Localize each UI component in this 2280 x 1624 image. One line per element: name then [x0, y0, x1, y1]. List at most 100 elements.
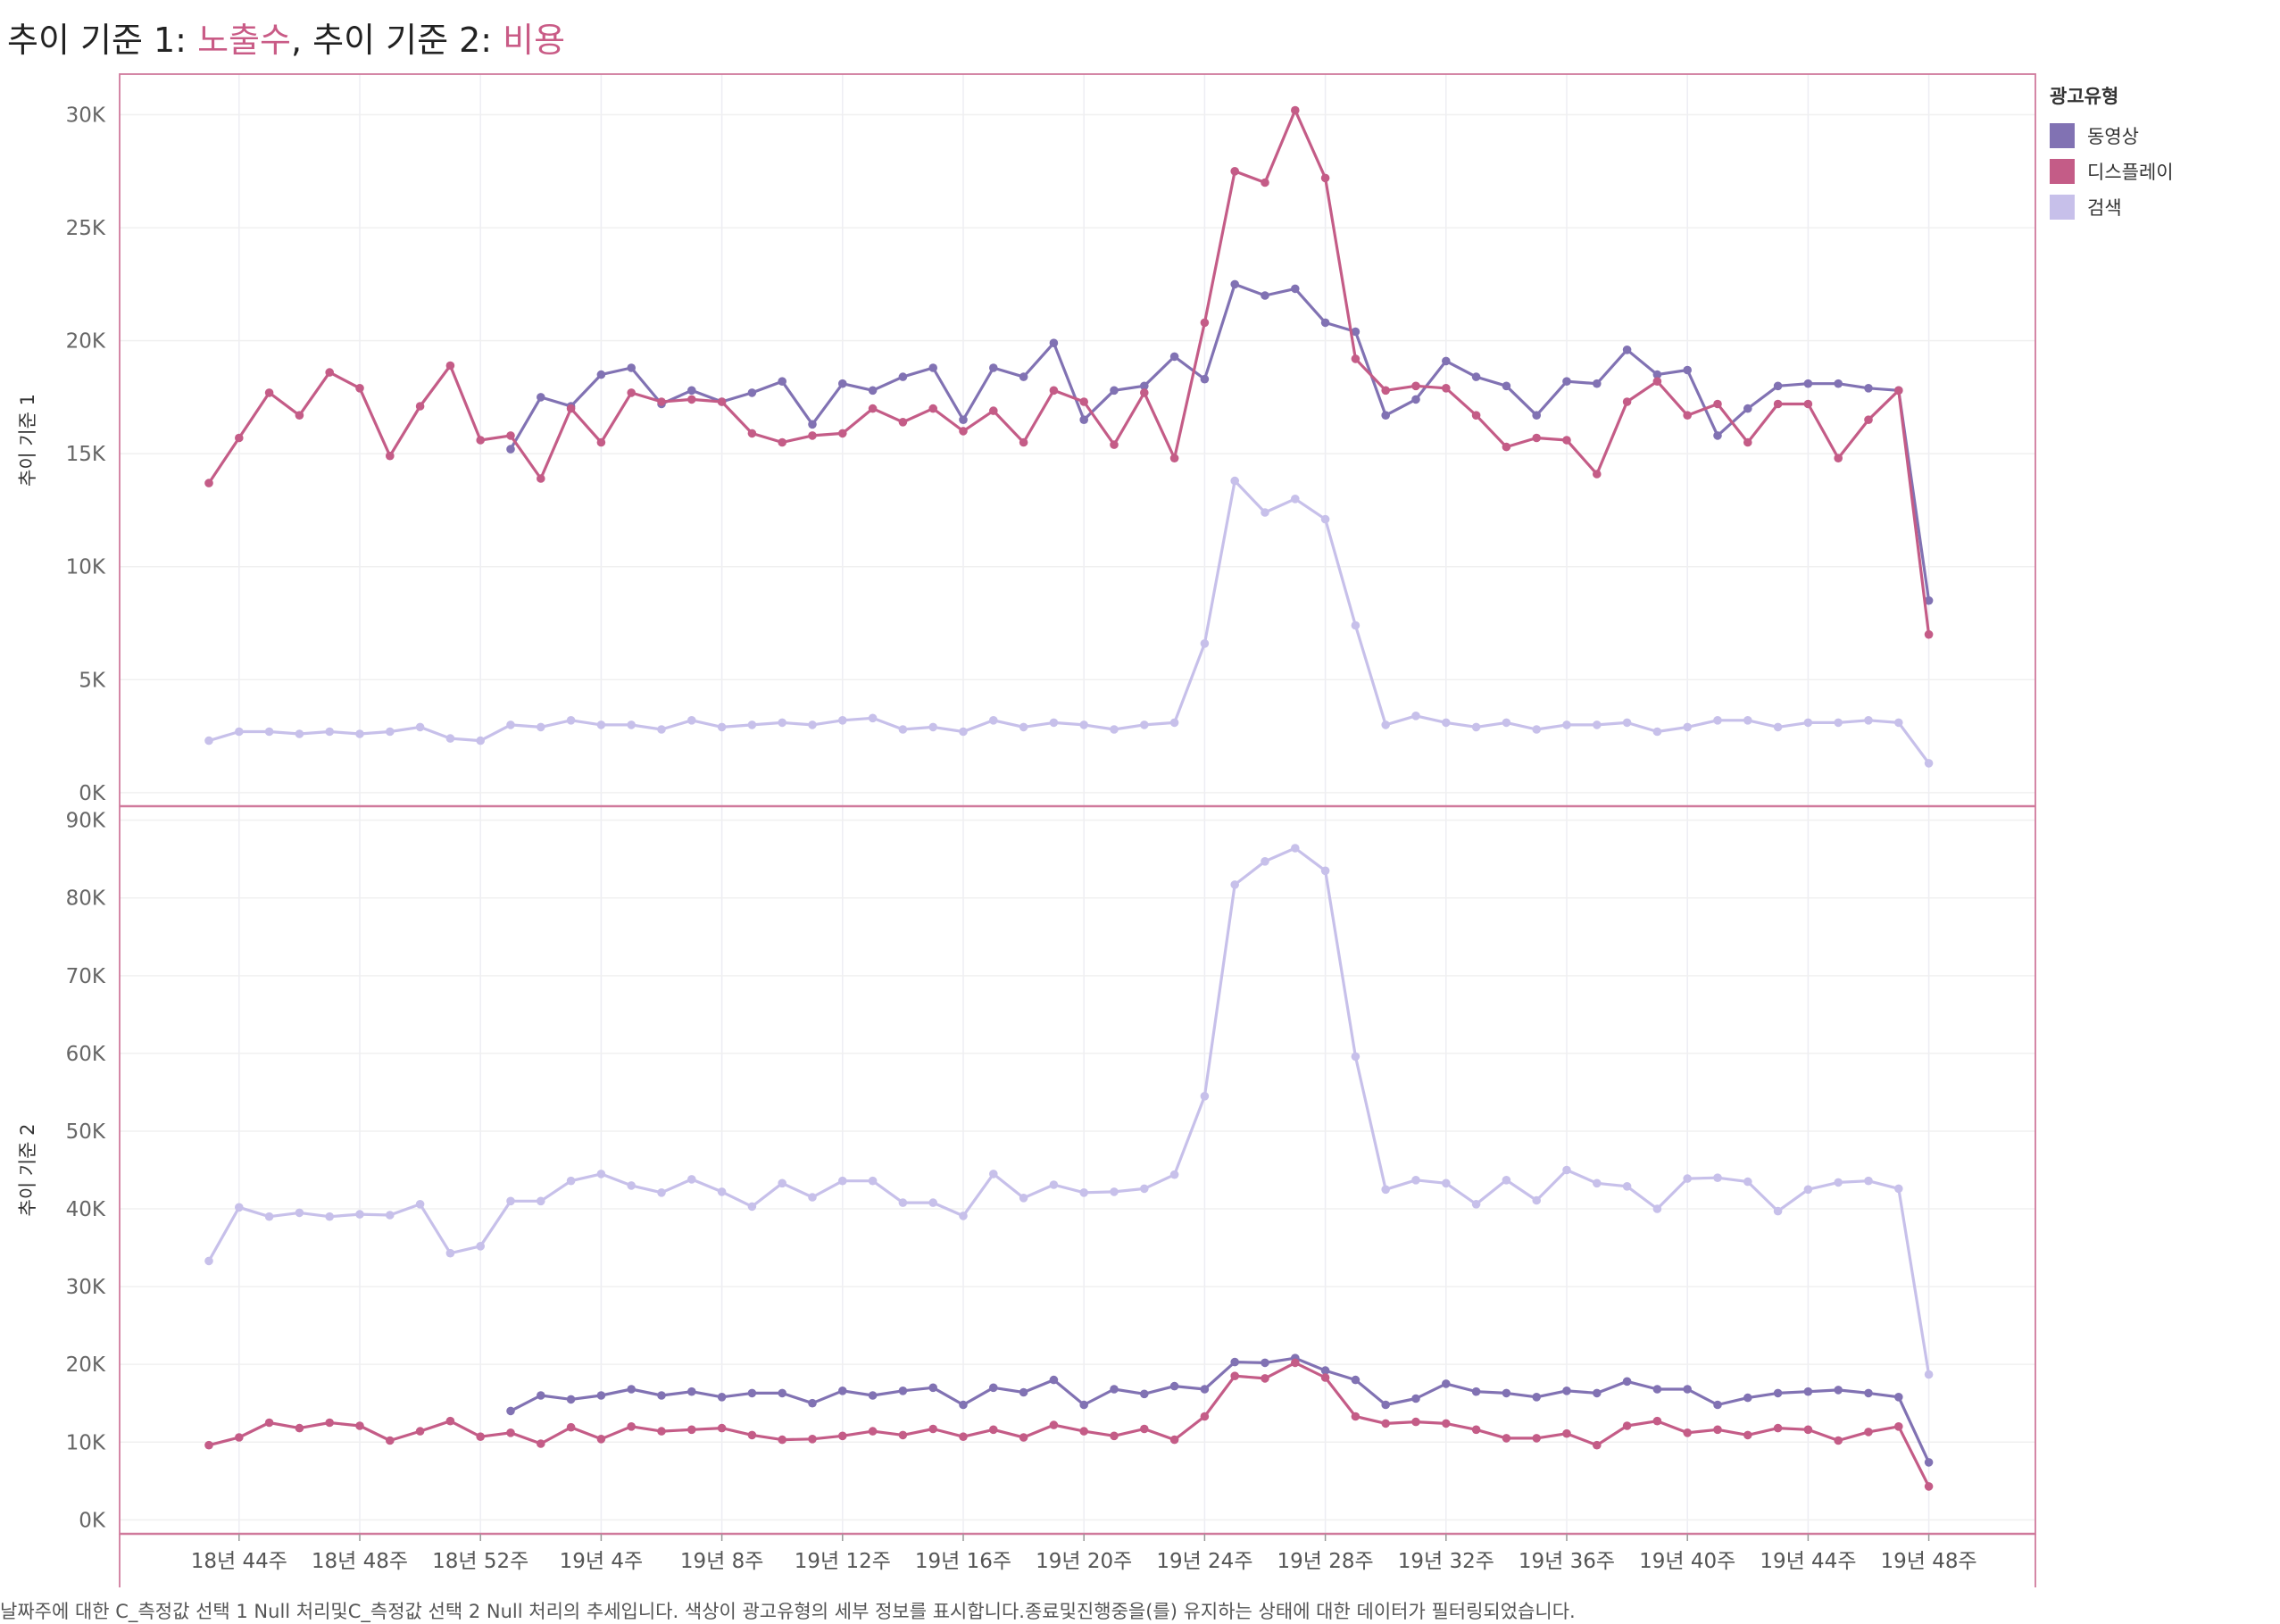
data-point [898, 372, 908, 381]
data-point [959, 1432, 968, 1441]
data-point [506, 1406, 515, 1416]
data-point [506, 1428, 515, 1437]
data-point [808, 431, 817, 440]
data-point [747, 1388, 757, 1398]
data-point [1320, 514, 1330, 524]
data-point [235, 727, 244, 737]
data-point [1924, 1370, 1934, 1379]
data-point [1773, 722, 1783, 732]
legend: 광고유형 동영상 디스플레이 검색 [2050, 82, 2174, 225]
data-point [1169, 1435, 1179, 1445]
legend-item-display[interactable]: 디스플레이 [2050, 154, 2174, 189]
data-point [1683, 1385, 1692, 1394]
data-point [1411, 712, 1420, 720]
data-point [1593, 1440, 1602, 1450]
data-point [989, 406, 998, 415]
data-point [687, 1387, 696, 1396]
data-point [989, 1425, 998, 1435]
series-line [510, 1356, 1931, 1463]
pane-frame [119, 73, 2036, 1535]
data-point [838, 716, 847, 725]
data-point [1471, 411, 1481, 421]
data-point [415, 1427, 425, 1436]
data-point [1079, 720, 1088, 729]
title-measure-1[interactable]: 노출수 [197, 21, 291, 60]
data-point [235, 1433, 244, 1442]
data-point [1713, 1425, 1722, 1435]
x-tick-label: 19년 20주 [1036, 1550, 1132, 1573]
data-point [687, 1425, 696, 1435]
data-point [1593, 379, 1602, 388]
x-tick-label: 19년 12주 [795, 1550, 891, 1573]
data-point [476, 436, 485, 445]
data-point [1140, 720, 1149, 729]
data-point [1593, 470, 1602, 479]
data-point [1622, 1421, 1632, 1430]
data-point [386, 451, 395, 461]
data-point [295, 1208, 304, 1218]
data-point [415, 722, 425, 732]
data-point [1200, 1412, 1210, 1421]
data-point [235, 1203, 244, 1212]
data-point [1200, 374, 1210, 384]
x-tick-label: 19년 8주 [680, 1550, 764, 1573]
data-point [747, 388, 757, 397]
data-point [506, 431, 515, 440]
chart-title: 추이 기준 1: 노출수, 추이 기준 2: 비용 [7, 12, 565, 62]
data-point [1261, 508, 1269, 517]
data-point [1442, 384, 1451, 393]
data-point [204, 479, 213, 487]
y-tick-label: 20K [66, 330, 106, 354]
data-point [537, 1439, 545, 1448]
data-point [1230, 476, 1239, 486]
data-point [868, 404, 878, 413]
legend-item-search[interactable]: 검색 [2050, 189, 2174, 225]
data-point [1230, 1371, 1239, 1380]
data-point [808, 420, 817, 429]
data-point [717, 1423, 727, 1433]
data-point [1894, 1184, 1903, 1194]
data-point [1200, 318, 1210, 328]
data-point [295, 411, 304, 421]
data-point [1532, 1195, 1541, 1205]
data-point [1834, 718, 1843, 728]
data-point [264, 388, 274, 397]
title-measure-2[interactable]: 비용 [503, 21, 566, 60]
data-point [1471, 722, 1481, 732]
data-point [1803, 1387, 1813, 1396]
x-tick-label: 19년 28주 [1277, 1550, 1374, 1573]
data-point [1261, 291, 1269, 300]
title-prefix-2: , 추이 기준 2: [290, 21, 503, 60]
data-point [476, 1432, 485, 1441]
data-point [537, 1196, 545, 1206]
data-point [1019, 1194, 1028, 1203]
data-point [1894, 718, 1903, 728]
data-point [657, 397, 666, 406]
series-line [509, 282, 1931, 601]
data-point [1230, 1357, 1239, 1367]
data-point [415, 402, 425, 411]
data-point [1652, 727, 1662, 737]
x-tick-label: 18년 48주 [312, 1550, 408, 1573]
data-point [1562, 1387, 1571, 1395]
data-point [808, 1193, 817, 1202]
data-point [1140, 388, 1149, 397]
data-point [1110, 386, 1119, 396]
data-point [928, 363, 937, 372]
data-point [868, 1427, 878, 1436]
data-point [1652, 1416, 1662, 1426]
data-point [687, 1175, 696, 1184]
legend-item-video[interactable]: 동영상 [2050, 118, 2174, 154]
data-point [1562, 377, 1571, 387]
data-point [1894, 1422, 1903, 1431]
x-tick-label: 18년 44주 [191, 1550, 287, 1573]
data-point [1713, 1400, 1722, 1410]
data-point [1803, 718, 1813, 728]
data-point [386, 727, 395, 737]
data-point [1773, 1388, 1783, 1398]
data-point [989, 363, 998, 372]
data-point [1562, 1428, 1571, 1438]
y-tick-label: 50K [66, 1120, 106, 1144]
data-point [1652, 1204, 1662, 1213]
data-point [1261, 1374, 1269, 1383]
